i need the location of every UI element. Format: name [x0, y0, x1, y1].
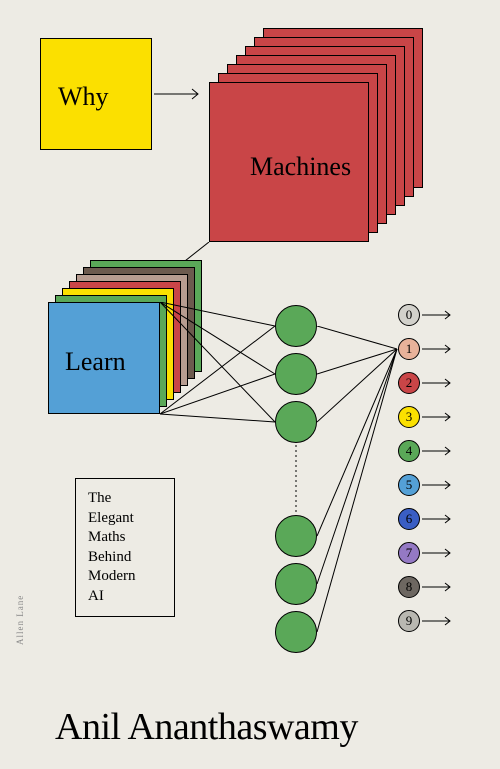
output-digit: 6: [398, 508, 420, 530]
output-digit: 4: [398, 440, 420, 462]
output-digit: 8: [398, 576, 420, 598]
subtitle-line: Elegant: [88, 509, 162, 529]
hidden-node: [275, 563, 317, 605]
hidden-node: [275, 611, 317, 653]
title-machines: Machines: [250, 152, 351, 182]
output-digit: 5: [398, 474, 420, 496]
publisher-imprint: Allen Lane: [15, 595, 25, 645]
output-digit: 2: [398, 372, 420, 394]
output-digit: 1: [398, 338, 420, 360]
subtitle-box: The Elegant Maths Behind Modern AI: [75, 478, 175, 617]
hidden-to-output-lines: [317, 326, 399, 636]
hidden-node: [275, 515, 317, 557]
hidden-node: [275, 401, 317, 443]
subtitle-line: Modern: [88, 567, 162, 587]
arrow-why-to-machines: [154, 88, 208, 100]
hidden-node: [275, 353, 317, 395]
output-arrows: [422, 304, 462, 634]
subtitle-line: AI: [88, 587, 162, 607]
hidden-node: [275, 305, 317, 347]
output-digit: 0: [398, 304, 420, 326]
author-name: Anil Ananthaswamy: [55, 705, 358, 749]
subtitle-line: Behind: [88, 548, 162, 568]
subtitle-line: The: [88, 489, 162, 509]
dotted-continuation: [295, 445, 297, 513]
output-digit: 9: [398, 610, 420, 632]
learn-to-hidden-lines: [160, 302, 280, 452]
output-digit: 3: [398, 406, 420, 428]
title-why: Why: [58, 82, 109, 112]
output-digit: 7: [398, 542, 420, 564]
title-learn: Learn: [65, 347, 126, 377]
subtitle-line: Maths: [88, 528, 162, 548]
